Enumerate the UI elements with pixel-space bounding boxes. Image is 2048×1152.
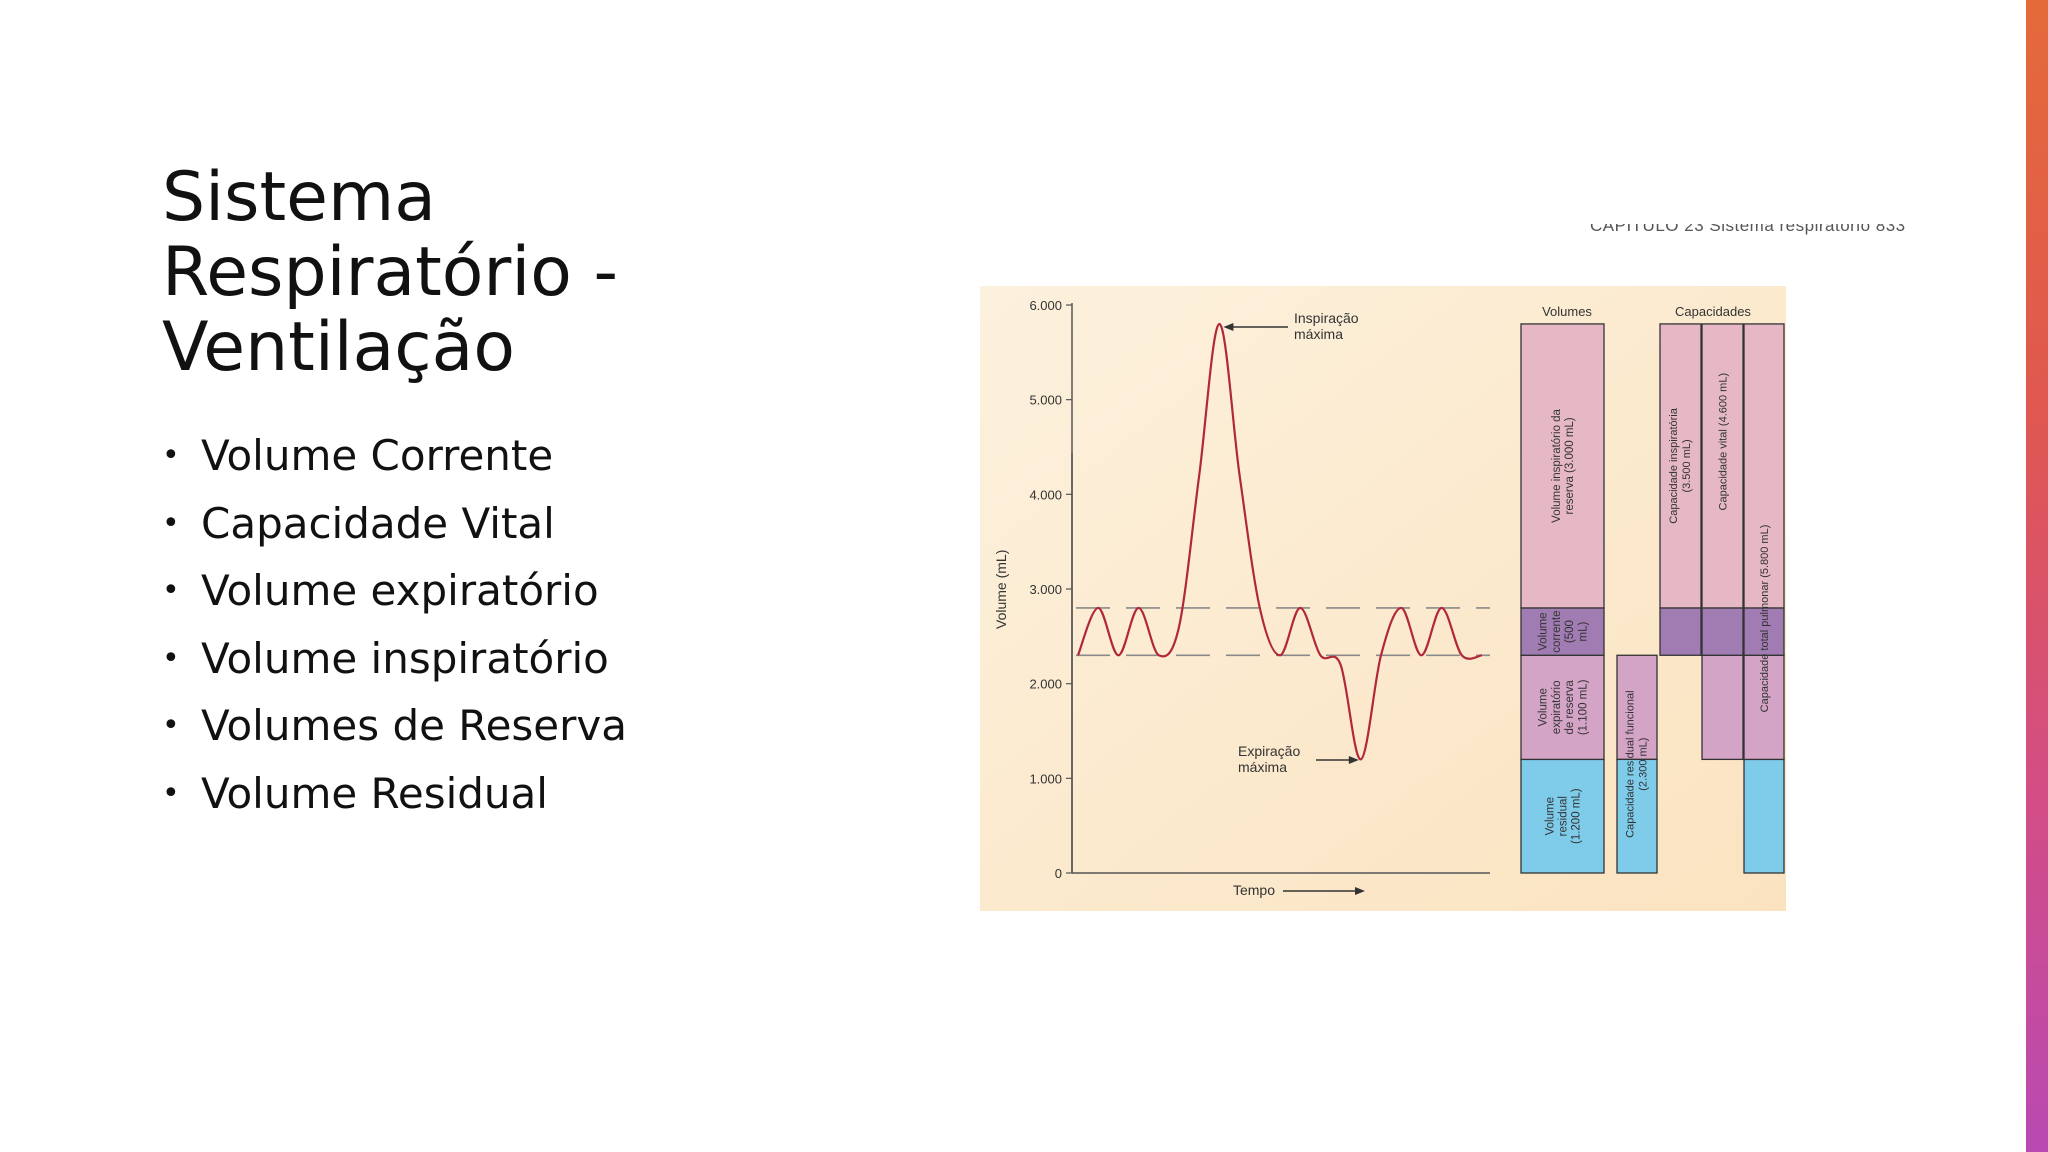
lung-volumes-figure: 0 1.000 2.000 3.000 4.000 5.000 6.000 Volume (m… <box>980 286 1786 911</box>
bullet-dot-icon: • <box>162 775 180 811</box>
volume-inspiratory-reserve-block-label: Volume inspiratório dareserva (3.000 mL) <box>1551 408 1576 522</box>
bullet-item: • Volume inspiratório <box>162 625 627 693</box>
bullet-text: Volume inspiratório <box>201 633 609 683</box>
frc-upper-block <box>1616 654 1658 761</box>
figure-page-header: CAPÍTULO 23 Sistema respiratório 833 <box>1590 224 1906 235</box>
bullet-dot-icon: • <box>162 438 180 473</box>
bullet-dot-icon: • <box>162 573 180 608</box>
bullet-text: Volume Corrente <box>201 431 554 480</box>
annotation-max-expiration: Expiração máxima <box>1238 743 1300 775</box>
annotation-arrow-head <box>1223 323 1234 331</box>
spirogram-curve <box>1076 322 1483 761</box>
y-tick-label: 5.000 <box>1029 393 1062 408</box>
bullet-dot-icon: • <box>162 708 180 743</box>
bullet-dot-icon: • <box>162 505 180 541</box>
vc-irv-block <box>1701 323 1744 609</box>
volume-residual-block <box>1520 758 1605 874</box>
tlc-irv-block <box>1743 323 1785 609</box>
y-tick-label: 3.000 <box>1029 582 1062 597</box>
frc-lower-block <box>1616 758 1658 874</box>
volume-residual-block-label: Volumeresidual(1.200 mL) <box>1544 788 1582 844</box>
annotation-arrow-head <box>1348 756 1359 764</box>
x-axis-label: Tempo <box>1233 882 1275 898</box>
bullet-list: • Volume Corrente • Capacidade Vital • Volu… <box>162 422 627 827</box>
y-tick-label: 4.000 <box>1029 487 1062 502</box>
bullet-dot-icon: • <box>162 640 180 676</box>
bullet-text: Volumes de Reserva <box>201 701 628 750</box>
volume-inspiratory-reserve-block <box>1520 323 1605 609</box>
tlc-label: Capacidade total pulmonar (5.800 mL) <box>1759 525 1771 713</box>
accent-bar <box>2026 0 2048 1152</box>
bullet-text: Capacidade Vital <box>201 498 555 548</box>
bullet-text: Volume expiratório <box>201 566 599 615</box>
volume-expiratory-reserve-block-label: Volumeexpiratóriode reserva(1.100 mL) <box>1538 679 1590 735</box>
bullet-item: • Volume Residual <box>162 760 627 828</box>
frc-label: Capacidade residual funcional(2.300 mL) <box>1625 690 1650 837</box>
tlc-erv-block <box>1743 654 1785 761</box>
ic-reserve-block <box>1659 323 1702 609</box>
y-tick-label: 2.000 <box>1029 677 1062 692</box>
slide-title: Sistema Respiratório - Ventilação <box>162 158 619 387</box>
capacidades-header: Capacidades <box>1675 304 1751 319</box>
volume-expiratory-reserve-block <box>1520 654 1605 761</box>
ic-tidal-block <box>1659 607 1702 656</box>
volume-tidal-block-label: Volumecorrente(500mL) <box>1538 611 1590 653</box>
vc-tidal-block <box>1701 607 1744 656</box>
bullet-item: • Volume expiratório <box>162 557 627 625</box>
bullet-item: • Volumes de Reserva <box>162 692 627 760</box>
bullet-text: Volume Residual <box>201 768 548 818</box>
y-tick-label: 1.000 <box>1029 771 1062 786</box>
tlc-rv-block <box>1743 758 1785 874</box>
y-tick-label: 0 <box>1055 866 1062 881</box>
x-axis-arrow-head <box>1355 887 1365 895</box>
tlc-tidal-block <box>1743 607 1785 656</box>
vc-erv-block <box>1701 654 1744 761</box>
annotation-max-inspiration: Inspiração máxima <box>1294 310 1359 342</box>
bullet-item: • Volume Corrente <box>162 422 627 490</box>
vc-label: Capacidade vital (4.600 mL) <box>1718 373 1730 511</box>
bullet-item: • Capacidade Vital <box>162 490 627 558</box>
volumes-header: Volumes <box>1542 304 1592 319</box>
y-axis-label: Volume (mL) <box>993 550 1009 629</box>
y-tick-label: 6.000 <box>1029 298 1062 313</box>
ic-label: Capacidade inspiratória(3.500 mL) <box>1668 407 1693 523</box>
